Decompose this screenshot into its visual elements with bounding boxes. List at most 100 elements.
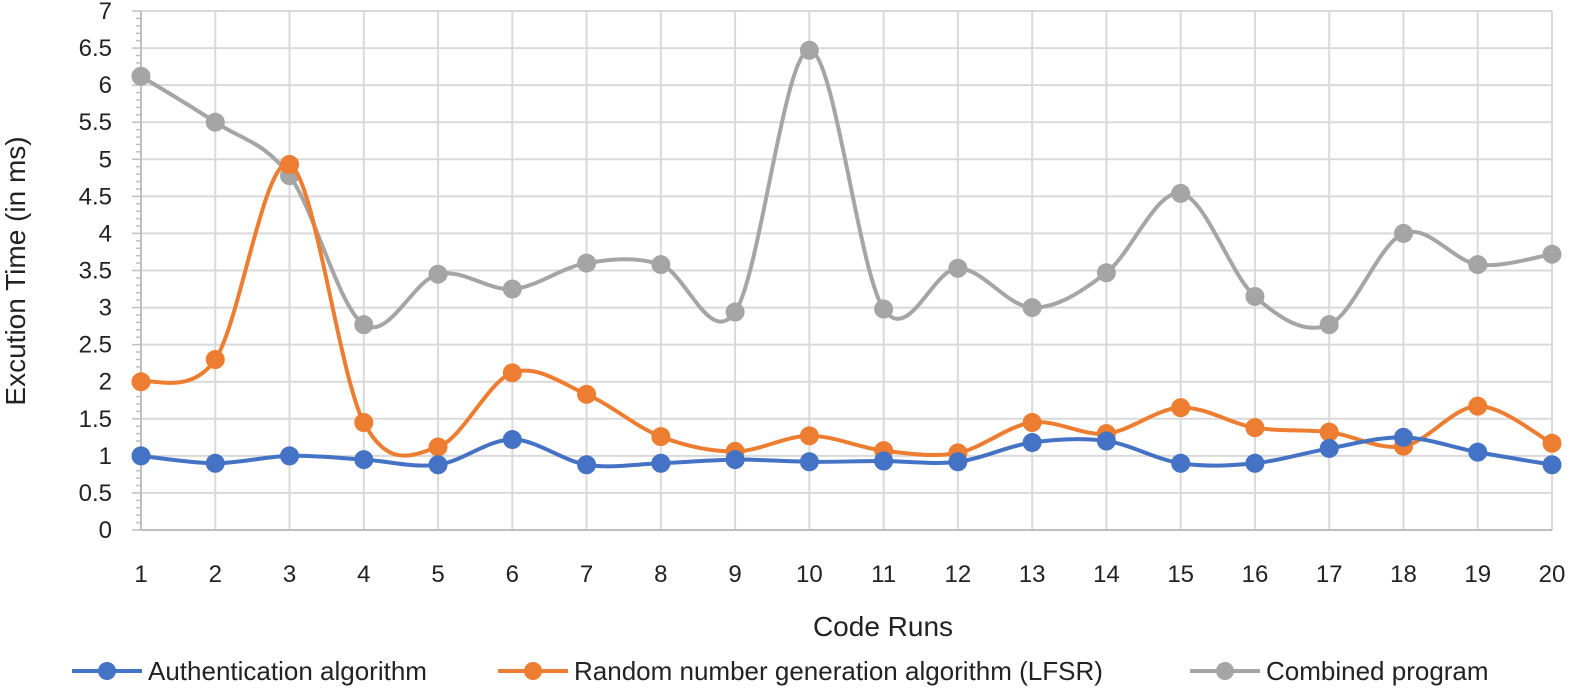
data-point xyxy=(1096,431,1116,451)
legend-item: Random number generation algorithm (LFSR… xyxy=(498,656,1103,686)
data-point xyxy=(205,453,225,473)
x-tick-label: 5 xyxy=(431,561,444,588)
series-line xyxy=(140,435,1553,469)
data-point xyxy=(799,426,819,446)
y-tick-label: 6 xyxy=(99,72,112,99)
legend-label: Random number generation algorithm (LFSR… xyxy=(574,656,1103,686)
x-tick-label: 18 xyxy=(1390,561,1417,588)
x-tick-label: 11 xyxy=(871,561,896,588)
x-tick-label: 7 xyxy=(580,561,593,588)
data-point xyxy=(131,372,151,392)
data-point xyxy=(502,430,522,450)
data-point xyxy=(651,255,671,275)
y-tick-label: 7 xyxy=(99,0,112,25)
y-tick-label: 5.5 xyxy=(79,109,112,136)
data-point xyxy=(1171,183,1191,203)
data-point xyxy=(1468,255,1488,275)
y-tick-label: 3.5 xyxy=(79,258,112,285)
data-point xyxy=(280,446,300,466)
data-point xyxy=(1245,286,1265,306)
data-point xyxy=(1542,244,1562,264)
data-point xyxy=(1468,442,1488,462)
data-point xyxy=(428,455,448,475)
y-tick-label: 2 xyxy=(99,369,112,396)
y-tick-label: 1.5 xyxy=(79,406,112,433)
data-point xyxy=(354,450,374,470)
data-point xyxy=(725,302,745,322)
data-point xyxy=(1171,398,1191,418)
x-tick-label: 4 xyxy=(357,561,370,588)
x-tick-label: 1 xyxy=(134,561,147,588)
data-point xyxy=(948,452,968,472)
data-point xyxy=(1319,315,1339,335)
data-point xyxy=(1022,433,1042,453)
x-tick-label: 3 xyxy=(283,561,296,588)
x-tick-label: 12 xyxy=(945,561,972,588)
data-point xyxy=(651,427,671,447)
data-point xyxy=(1393,427,1413,447)
data-point xyxy=(1468,396,1488,416)
y-tick-label: 4 xyxy=(99,220,112,247)
data-point xyxy=(1393,223,1413,243)
x-tick-label: 9 xyxy=(728,561,741,588)
data-point xyxy=(502,363,522,383)
x-tick-label: 20 xyxy=(1539,561,1566,588)
legend-item: Authentication algorithm xyxy=(72,656,427,686)
legend-marker xyxy=(98,662,116,680)
x-tick-label: 13 xyxy=(1019,561,1046,588)
data-point xyxy=(1319,422,1339,442)
y-tick-label: 5 xyxy=(99,146,112,173)
x-tick-label: 16 xyxy=(1242,561,1269,588)
data-point xyxy=(131,446,151,466)
data-point xyxy=(799,452,819,472)
legend: Authentication algorithm Random number ge… xyxy=(72,656,1489,686)
series-line xyxy=(139,48,1553,330)
x-tick-label: 2 xyxy=(209,561,222,588)
data-point xyxy=(205,112,225,132)
legend-marker xyxy=(1216,662,1234,680)
y-axis-title: Excution Time (in ms) xyxy=(0,136,31,405)
series-line xyxy=(140,162,1553,458)
data-point xyxy=(874,451,894,471)
grid-layer xyxy=(141,10,1553,530)
legend-marker xyxy=(524,662,542,680)
data-point xyxy=(577,253,597,273)
data-point xyxy=(280,154,300,174)
y-tick-label: 4.5 xyxy=(79,183,112,210)
legend-label: Combined program xyxy=(1266,656,1489,686)
data-point xyxy=(131,66,151,86)
data-point xyxy=(1319,438,1339,458)
data-point xyxy=(1022,412,1042,432)
data-point xyxy=(428,437,448,457)
series-random-number-generation-algorithm-lfsr xyxy=(131,154,1562,463)
data-point xyxy=(651,453,671,473)
y-tick-label: 2.5 xyxy=(79,332,112,359)
data-point xyxy=(1542,455,1562,475)
x-tick-label: 17 xyxy=(1316,561,1343,588)
data-point xyxy=(725,450,745,470)
y-tick-label: 3 xyxy=(99,295,112,322)
x-tick-label: 6 xyxy=(506,561,519,588)
y-tick-labels: 0 0.5 1 1.5 2 2.5 3 3.5 4 4.5 5 5.5 6 6.5 7 xyxy=(79,0,112,544)
data-point xyxy=(428,264,448,284)
axis-layer xyxy=(132,10,1552,531)
x-tick-label: 14 xyxy=(1093,561,1120,588)
x-tick-label: 15 xyxy=(1167,561,1194,588)
series-combined-program xyxy=(131,40,1562,335)
y-tick-label: 6.5 xyxy=(79,35,112,62)
data-point xyxy=(948,258,968,278)
y-tick-label: 0.5 xyxy=(79,480,112,507)
x-tick-label: 8 xyxy=(654,561,667,588)
x-tick-label: 10 xyxy=(796,561,823,588)
data-point xyxy=(1022,298,1042,318)
data-point xyxy=(799,40,819,60)
data-point xyxy=(502,279,522,299)
data-point xyxy=(354,315,374,335)
series-layer xyxy=(131,40,1562,475)
data-point xyxy=(874,299,894,319)
x-tick-labels: 1 2 3 4 5 6 7 8 9 10 11 12 13 14 15 16 17 18 19 20 xyxy=(134,561,1565,588)
data-point xyxy=(1171,453,1191,473)
data-point xyxy=(354,412,374,432)
